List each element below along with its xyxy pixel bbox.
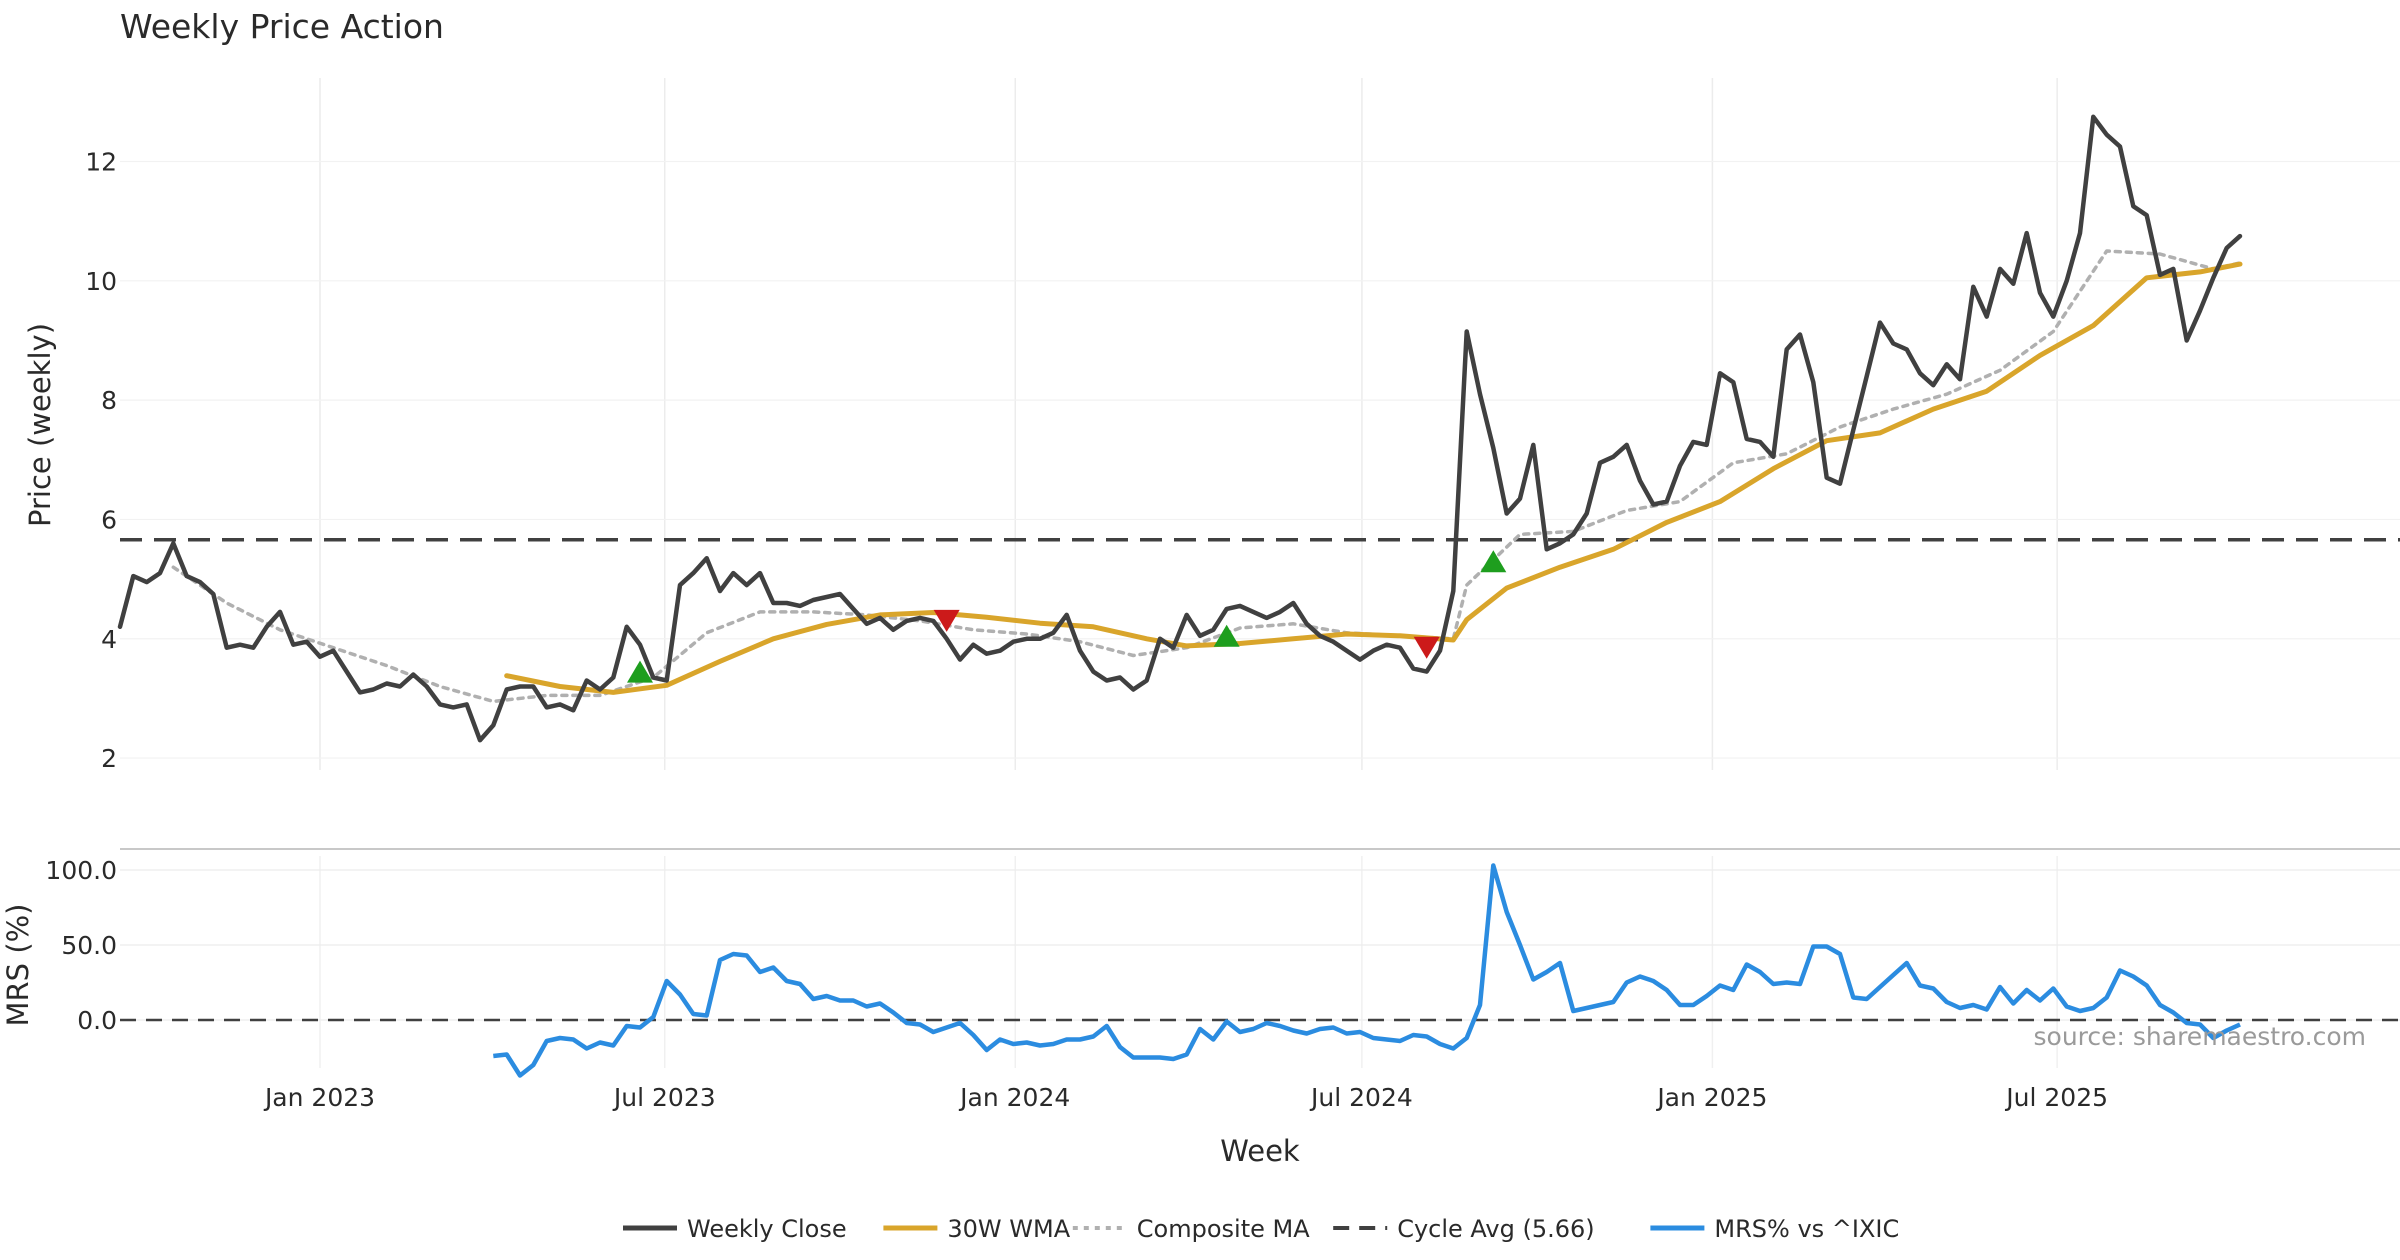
x-tick-label: Jan 2024 bbox=[958, 1083, 1070, 1112]
x-tick-label: Jul 2025 bbox=[2004, 1083, 2108, 1112]
x-tick-label: Jan 2023 bbox=[263, 1083, 375, 1112]
buy-signal-marker bbox=[627, 660, 653, 683]
price-grid bbox=[120, 78, 2400, 770]
price-y-tick-label: 2 bbox=[101, 744, 117, 773]
signal-markers bbox=[627, 550, 1507, 683]
x-tick-label: Jul 2023 bbox=[612, 1083, 716, 1112]
buy-signal-marker bbox=[1213, 624, 1240, 647]
mrs-series-group bbox=[120, 863, 2400, 1078]
x-tick-label: Jan 2025 bbox=[1655, 1083, 1767, 1112]
price-y-axis-label: Price (weekly) bbox=[23, 323, 57, 527]
x-axis-label: Week bbox=[1220, 1134, 1300, 1168]
legend-label: Cycle Avg (5.66) bbox=[1397, 1215, 1594, 1243]
mrs-y-tick-label: 50.0 bbox=[61, 931, 117, 960]
composite-ma-line bbox=[171, 249, 2242, 704]
legend: Weekly Close 30W WMA Composite MA Cycle Avg… bbox=[623, 1215, 1899, 1243]
sell-signal-marker bbox=[933, 609, 960, 632]
chart-title: Weekly Price Action bbox=[120, 7, 444, 46]
weekly-close-line bbox=[117, 114, 2243, 743]
mrs-line bbox=[493, 863, 2241, 1078]
price-y-tick-label: 4 bbox=[101, 625, 117, 654]
x-tick-label: Jul 2024 bbox=[1309, 1083, 1413, 1112]
legend-label: 30W WMA bbox=[947, 1215, 1070, 1243]
sell-signal-marker bbox=[1413, 636, 1440, 659]
price-y-ticks: 2 4 6 8 10 12 bbox=[85, 148, 117, 774]
legend-label: Composite MA bbox=[1137, 1215, 1310, 1243]
30w-wma-line bbox=[504, 261, 2243, 695]
price-series-group bbox=[117, 114, 2400, 743]
price-y-tick-label: 12 bbox=[85, 148, 117, 177]
legend-label: Weekly Close bbox=[687, 1215, 847, 1243]
buy-signal-marker bbox=[1480, 550, 1507, 573]
price-y-tick-label: 6 bbox=[101, 505, 117, 534]
mrs-y-tick-label: 100.0 bbox=[45, 856, 117, 885]
legend-label: MRS% vs ^IXIC bbox=[1714, 1215, 1899, 1243]
mrs-y-axis-label: MRS (%) bbox=[1, 904, 35, 1027]
x-ticks: Jan 2023 Jul 2023 Jan 2024 Jul 2024 Jan 2025… bbox=[263, 1083, 2108, 1112]
price-y-tick-label: 8 bbox=[101, 386, 117, 415]
mrs-y-tick-label: 0.0 bbox=[77, 1006, 117, 1035]
source-note: source: sharemaestro.com bbox=[2034, 1022, 2367, 1051]
price-y-tick-label: 10 bbox=[85, 267, 117, 296]
mrs-y-ticks: 0.0 50.0 100.0 bbox=[45, 856, 117, 1035]
